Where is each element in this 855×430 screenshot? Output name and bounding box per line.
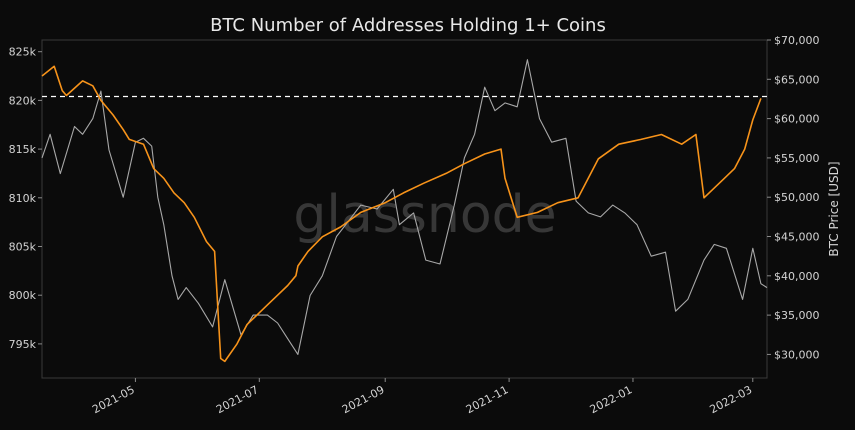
left-tick-label: 815k bbox=[9, 143, 37, 156]
left-tick-label: 825k bbox=[9, 46, 37, 59]
price-series-layer bbox=[41, 59, 768, 355]
right-axis-ticks: $30,000 $35,000 $40,000 $45,000 $50,000 $55,0… bbox=[767, 34, 820, 361]
right-tick-label: $30,000 bbox=[774, 348, 820, 361]
plot-frame bbox=[41, 39, 768, 379]
right-tick-label: $50,000 bbox=[774, 191, 820, 204]
right-tick-label: $65,000 bbox=[774, 73, 820, 86]
right-axis-label: BTC Price [USD] bbox=[827, 161, 841, 256]
right-tick-label: $60,000 bbox=[774, 113, 820, 126]
left-axis-ticks: 795k 800k 805k 810k 815k 820k 825k bbox=[9, 46, 42, 351]
left-tick-label: 795k bbox=[9, 338, 37, 351]
chart-title: BTC Number of Addresses Holding 1+ Coins bbox=[210, 15, 606, 36]
right-tick-label: $45,000 bbox=[774, 231, 820, 244]
addresses-series-layer bbox=[41, 65, 762, 363]
right-tick-label: $35,000 bbox=[774, 309, 820, 322]
right-tick-label: $70,000 bbox=[774, 34, 820, 47]
right-tick-label: $55,000 bbox=[774, 152, 820, 165]
left-tick-label: 810k bbox=[9, 192, 37, 205]
price-line bbox=[41, 59, 768, 355]
left-tick-label: 820k bbox=[9, 94, 37, 107]
addresses-line bbox=[41, 65, 762, 363]
right-tick-label: $40,000 bbox=[774, 270, 820, 283]
left-tick-label: 805k bbox=[9, 241, 37, 254]
left-tick-label: 800k bbox=[9, 289, 37, 302]
